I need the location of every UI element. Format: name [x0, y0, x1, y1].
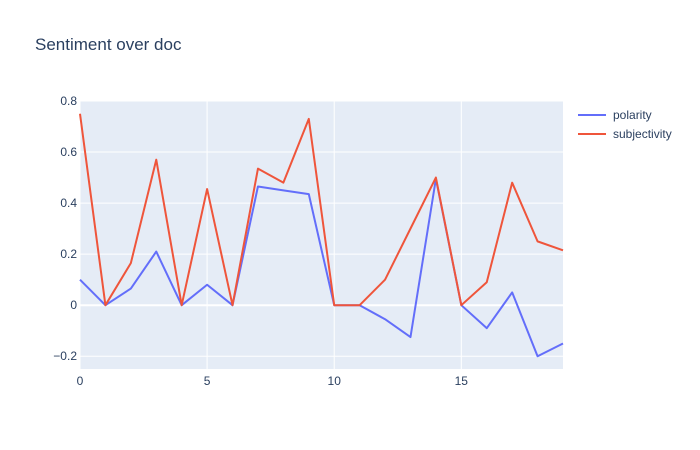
series-line-subjectivity [79, 113, 564, 307]
legend-item-subjectivity[interactable]: subjectivity [578, 127, 672, 141]
y-tick-label: −0.2 [53, 349, 77, 363]
chart-title: Sentiment over doc [35, 35, 182, 54]
series-line-polarity [79, 177, 564, 358]
y-tick-label: 0.8 [60, 94, 77, 108]
legend-label: subjectivity [613, 127, 672, 141]
x-tick-label: 10 [328, 374, 342, 388]
legend-label: polarity [613, 108, 652, 122]
x-tick-label: 15 [455, 374, 469, 388]
axis-tick-labels: 0 5 10 15−0.200.20.40.60.8 [53, 94, 468, 388]
x-tick-label: 0 [77, 374, 84, 388]
series-lines [79, 113, 564, 358]
y-tick-label: 0.6 [60, 145, 77, 159]
grid-lines [79, 100, 563, 369]
y-tick-label: 0.2 [60, 247, 77, 261]
legend-item-polarity[interactable]: polarity [578, 108, 652, 122]
x-tick-label: 5 [204, 374, 211, 388]
y-tick-label: 0.4 [60, 196, 77, 210]
y-tick-label: 0 [70, 298, 77, 312]
plot-area [80, 101, 563, 369]
legend[interactable]: polarity subjectivity [578, 108, 672, 141]
